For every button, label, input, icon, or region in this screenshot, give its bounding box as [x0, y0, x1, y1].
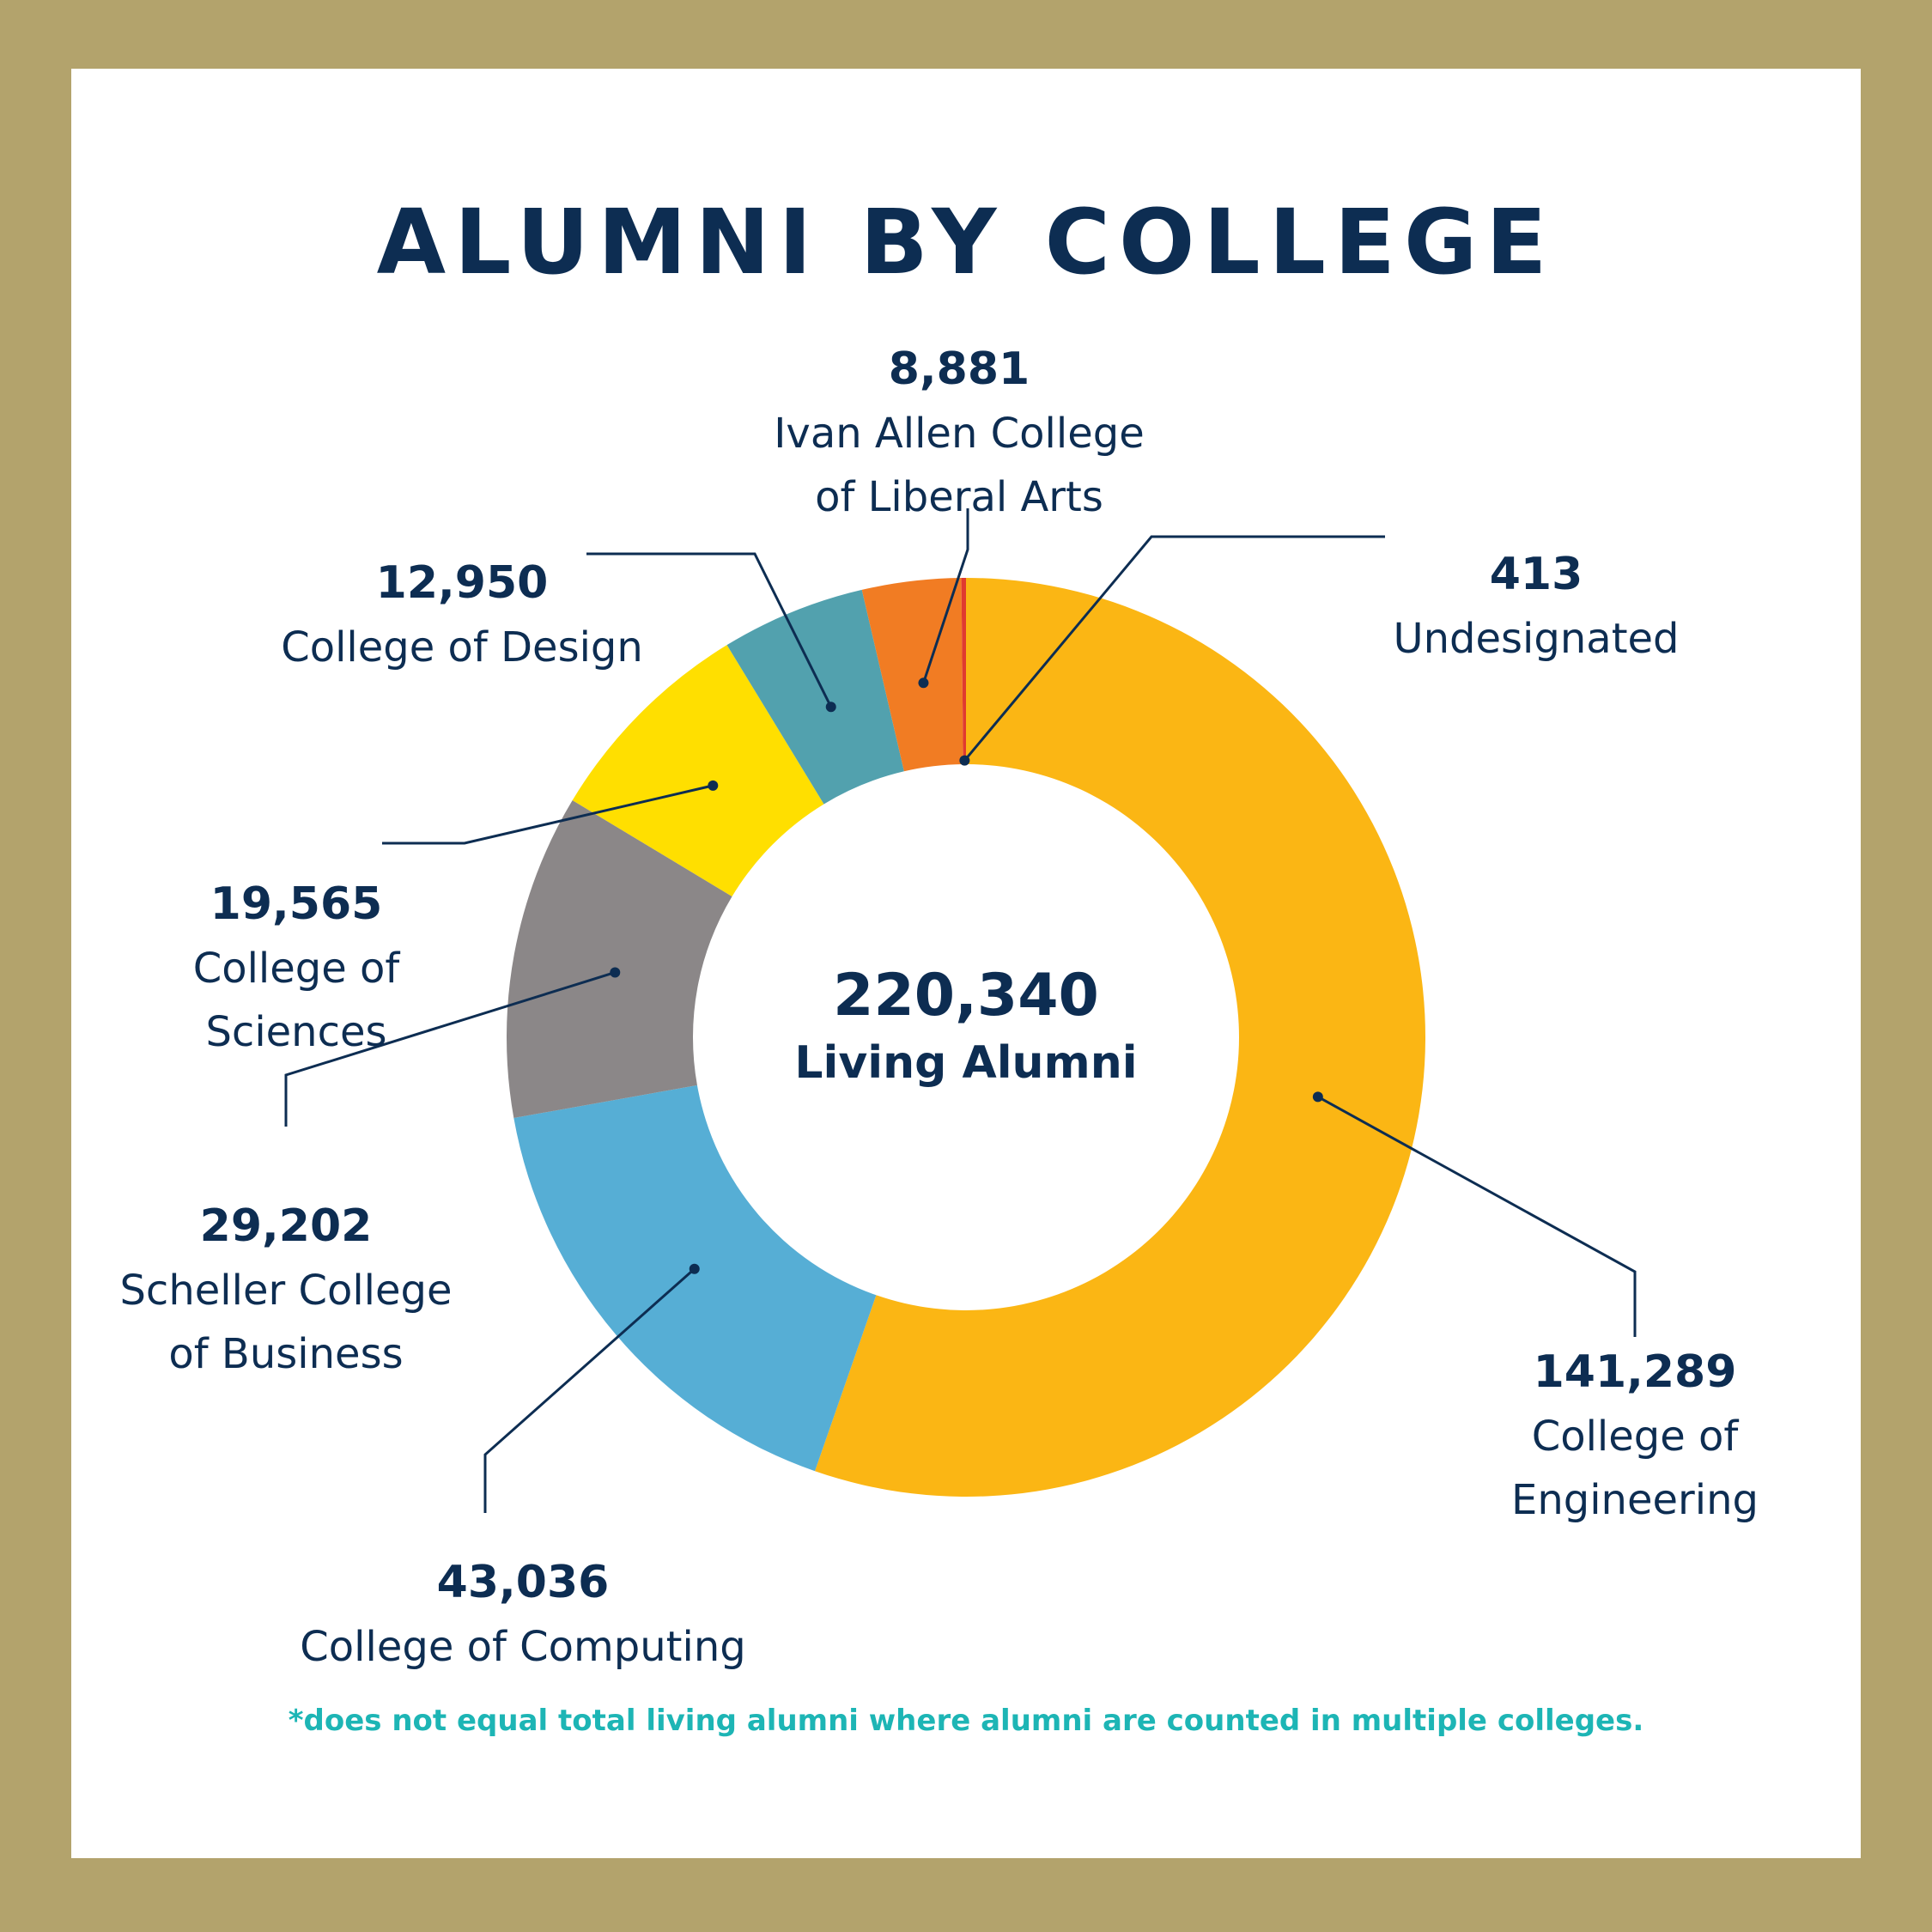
slice-3: [572, 645, 824, 896]
slice-name-4-line-0: College of Design: [281, 623, 643, 671]
center-total-value: 220,340: [833, 962, 1099, 1030]
slice-value-2: 29,202: [200, 1200, 373, 1252]
slice-2: [507, 800, 732, 1118]
donut-chart: ALUMNI BY COLLEGE 141,289 College of Engin…: [119, 190, 1759, 1738]
slice-value-5: 8,881: [889, 343, 1030, 395]
slice-labels: 141,289 College of Engineering 43,036 Colleg…: [119, 343, 1759, 1671]
slice-5: [861, 578, 963, 772]
slice-label-5: 8,881 Ivan Allen College of Liberal Arts: [774, 343, 1144, 521]
leader-line-3: [382, 784, 714, 845]
slice-name-3-line-0: College of: [193, 945, 401, 993]
slice-value-1: 43,036: [437, 1557, 610, 1608]
leader-line-0: [1317, 1096, 1637, 1337]
slice-name-0-line-0: College of: [1532, 1413, 1740, 1461]
slice-6: [961, 578, 966, 765]
leader-lines: [284, 508, 1637, 1513]
leader-line-4: [586, 552, 833, 708]
slice-label-6: 413 Undesignated: [1393, 549, 1679, 663]
slice-value-3: 19,565: [210, 878, 383, 930]
slice-name-2-line-0: Scheller College: [119, 1267, 452, 1315]
slice-label-3: 19,565 College of Sciences: [193, 878, 401, 1056]
slice-label-0: 141,289 College of Engineering: [1511, 1346, 1759, 1524]
slice-name-5-line-1: of Liberal Arts: [815, 473, 1103, 521]
slice-label-4: 12,950 College of Design: [281, 557, 643, 671]
leader-line-5: [922, 508, 969, 683]
slice-value-6: 413: [1490, 549, 1583, 600]
donut-slices: [507, 578, 1425, 1497]
chart-frame: ALUMNI BY COLLEGE 141,289 College of Engin…: [71, 69, 1861, 1858]
center-total-label: Living Alumni: [794, 1037, 1137, 1089]
slice-name-1-line-0: College of Computing: [300, 1623, 745, 1671]
leader-line-1: [483, 1267, 696, 1513]
slice-name-3-line-1: Sciences: [205, 1008, 386, 1056]
leader-line-6: [963, 535, 1385, 762]
leader-line-2: [284, 971, 616, 1127]
slice-1: [513, 1084, 877, 1472]
slice-name-6-line-0: Undesignated: [1393, 615, 1679, 663]
slice-value-0: 141,289: [1534, 1346, 1737, 1398]
slice-value-4: 12,950: [376, 557, 549, 609]
slice-label-2: 29,202 Scheller College of Business: [119, 1200, 452, 1378]
footnote: *does not equal total living alumni wher…: [289, 1704, 1644, 1738]
chart-title: ALUMNI BY COLLEGE: [377, 190, 1556, 295]
slice-name-2-line-1: of Business: [168, 1330, 403, 1378]
slice-4: [726, 589, 904, 805]
slice-0: [815, 578, 1425, 1497]
slice-name-5-line-0: Ivan Allen College: [774, 410, 1144, 458]
slice-label-1: 43,036 College of Computing: [300, 1557, 745, 1671]
slice-name-0-line-1: Engineering: [1511, 1476, 1759, 1524]
